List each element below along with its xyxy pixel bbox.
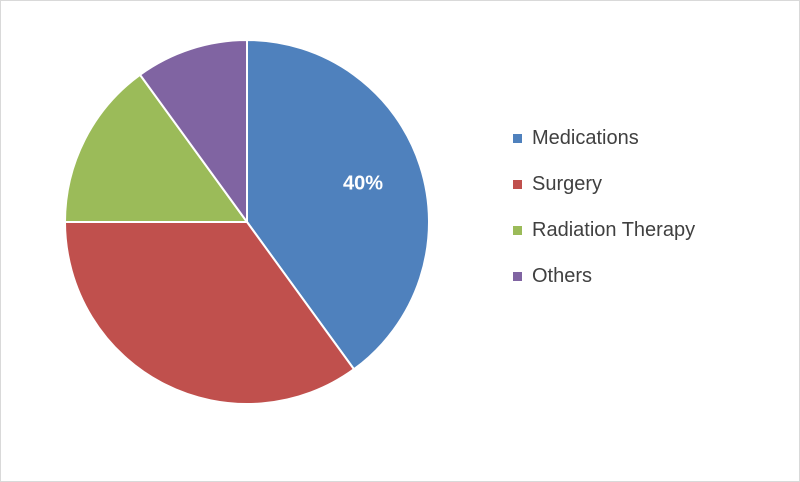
pie-slice-radiation-therapy [64, 73, 248, 223]
legend-item-surgery: Surgery [513, 171, 695, 197]
legend-label: Radiation Therapy [532, 218, 696, 241]
legend-label: Surgery [532, 172, 603, 195]
legend: Medications Surgery Radiation Therapy Other… [513, 125, 695, 289]
legend-swatch [513, 179, 522, 189]
pie-slice-surgery [64, 221, 355, 405]
legend-swatch [513, 225, 522, 235]
legend-swatch [513, 133, 522, 143]
legend-item-radiation-therapy: Radiation Therapy [513, 217, 695, 243]
pie-slice-others [139, 39, 248, 223]
data-label-medications: 40% [343, 173, 383, 195]
legend-label: Medications [532, 126, 639, 149]
legend-label: Others [532, 264, 593, 287]
legend-swatch [513, 271, 522, 281]
legend-item-others: Others [513, 263, 695, 289]
pie-slice-medications [246, 39, 430, 371]
legend-item-medications: Medications [513, 125, 695, 151]
